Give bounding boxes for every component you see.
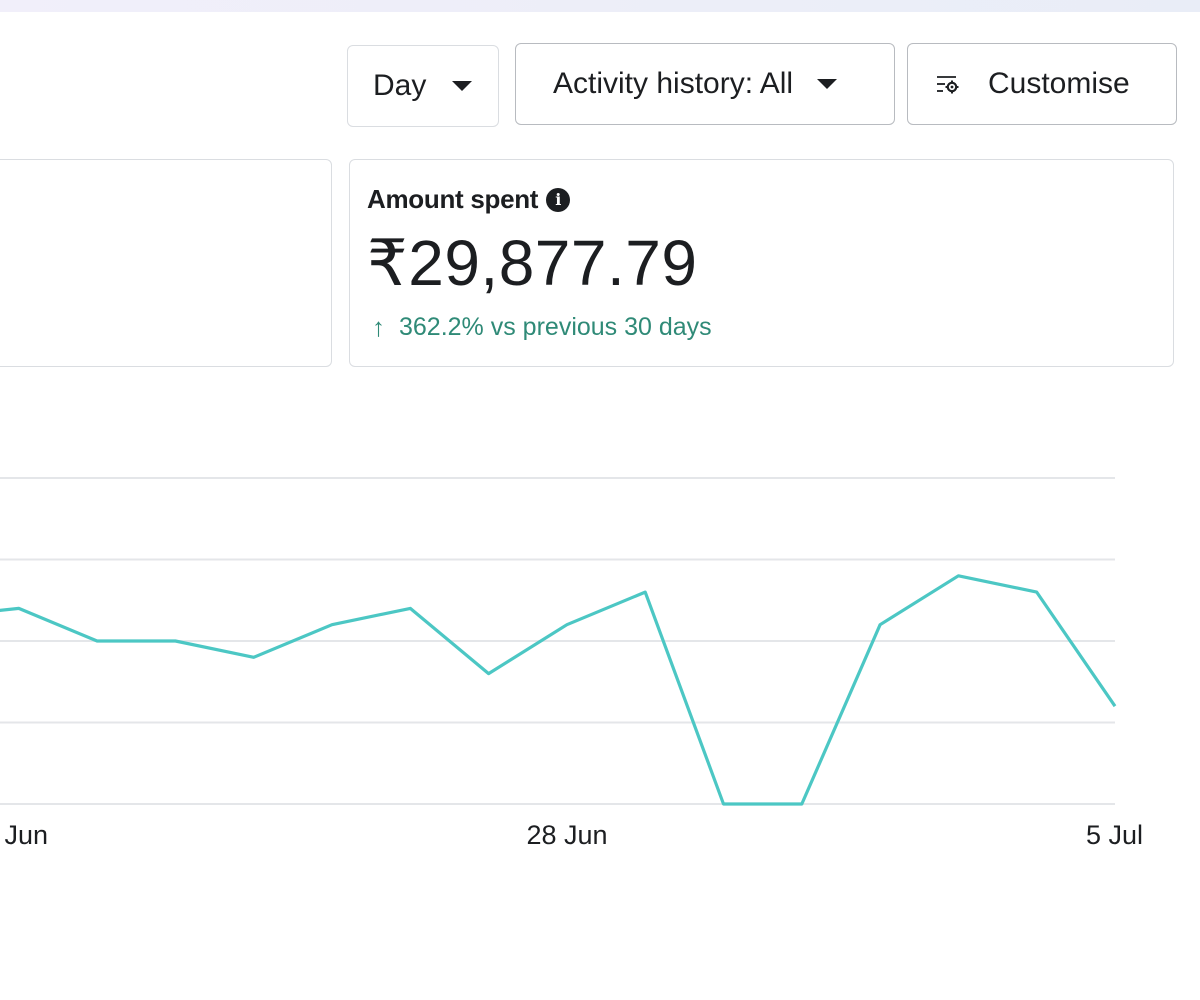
delta-text: 362.2% vs previous 30 days bbox=[399, 313, 712, 341]
chart-canvas bbox=[0, 477, 1125, 814]
data-point[interactable] bbox=[479, 664, 499, 684]
amount-spent-label: Amount spent bbox=[367, 184, 539, 214]
amount-spent-value: ₹29,877.79 bbox=[367, 227, 698, 299]
data-point[interactable] bbox=[635, 582, 655, 602]
metric-card-partial[interactable] bbox=[0, 159, 332, 367]
data-point[interactable] bbox=[1105, 696, 1125, 716]
settings-sliders-icon bbox=[937, 76, 959, 94]
customise-label: Customise bbox=[988, 67, 1130, 100]
data-point[interactable] bbox=[948, 566, 968, 586]
data-point[interactable] bbox=[557, 615, 577, 635]
toolbar: Day Activity history: All Customise bbox=[0, 0, 1200, 140]
data-point[interactable] bbox=[9, 598, 29, 618]
arrow-up-icon: ↑ bbox=[372, 312, 385, 342]
series-line bbox=[0, 574, 1117, 806]
chevron-down-icon bbox=[452, 81, 473, 91]
amount-spent-line-chart[interactable]: 1 Jun 28 Jun 5 Jul bbox=[0, 440, 1200, 880]
activity-history-dropdown-button[interactable]: Activity history: All bbox=[515, 43, 895, 125]
data-point[interactable] bbox=[322, 615, 342, 635]
customise-button[interactable]: Customise bbox=[907, 43, 1177, 125]
amount-spent-title: Amount spent i bbox=[367, 184, 571, 215]
x-tick-label: 28 Jun bbox=[526, 820, 608, 850]
activity-history-label: Activity history: All bbox=[553, 67, 794, 100]
amount-spent-card[interactable]: Amount spent i ₹29,877.79 ↑ 362.2% vs pr… bbox=[349, 159, 1174, 367]
day-dropdown-button[interactable]: Day bbox=[347, 45, 499, 127]
data-point[interactable] bbox=[87, 631, 107, 651]
data-point[interactable] bbox=[870, 615, 890, 635]
x-tick-label: 1 Jun bbox=[0, 820, 49, 850]
day-dropdown-label: Day bbox=[373, 69, 427, 102]
delta-indicator: ↑ 362.2% vs previous 30 days bbox=[372, 312, 712, 343]
data-point[interactable] bbox=[400, 598, 420, 618]
data-point[interactable] bbox=[792, 794, 812, 814]
x-tick-label: 5 Jul bbox=[1085, 820, 1143, 850]
data-point[interactable] bbox=[714, 794, 734, 814]
info-icon[interactable]: i bbox=[546, 187, 571, 212]
data-point[interactable] bbox=[165, 631, 185, 651]
chevron-down-icon bbox=[817, 79, 838, 89]
data-point[interactable] bbox=[1027, 582, 1047, 602]
top-strip bbox=[0, 0, 1200, 12]
data-point[interactable] bbox=[244, 647, 264, 667]
